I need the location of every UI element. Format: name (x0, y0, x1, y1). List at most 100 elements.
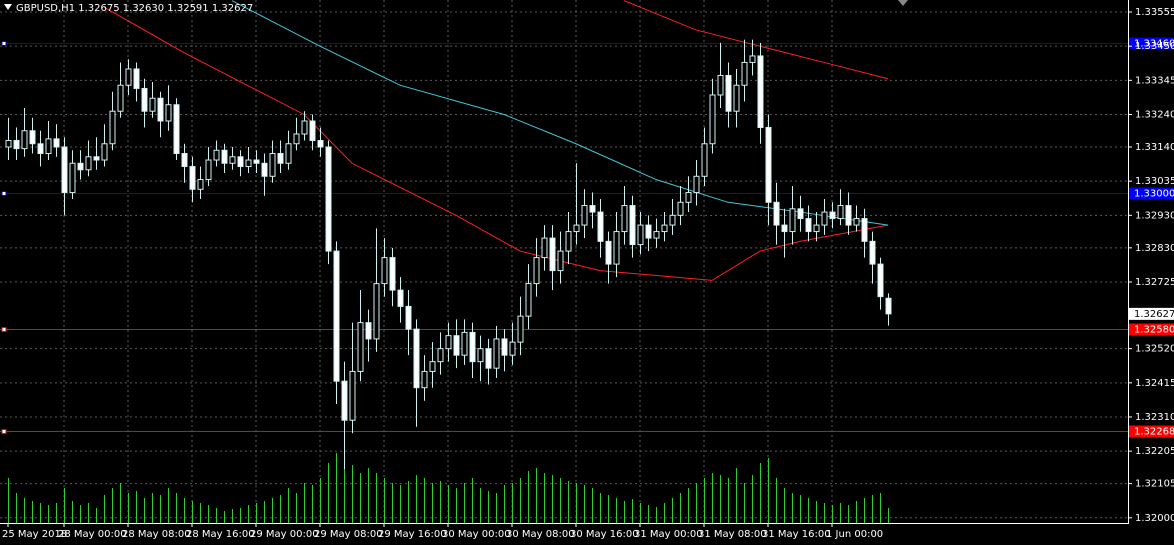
candle-body (541, 237, 548, 259)
candle-body (253, 159, 260, 164)
x-tick-label: 30 May 00:00 (442, 529, 511, 540)
candle-body (325, 146, 332, 252)
candle-body (501, 338, 508, 356)
y-tick-label: 1.33240 (1135, 109, 1174, 120)
level-marker (1, 327, 7, 332)
level-label: 1.33460 (1134, 39, 1174, 50)
candle-body (661, 224, 668, 233)
x-tick-label: 31 May 08:00 (698, 529, 767, 540)
level-label-box (1129, 323, 1174, 336)
candle-body (221, 149, 228, 164)
y-tick-label: 1.33555 (1135, 7, 1174, 18)
candle-body (301, 120, 308, 135)
candle-body (485, 348, 492, 369)
y-tick-label: 1.33450 (1135, 41, 1174, 52)
x-tick-label: 25 May 2018 (2, 529, 67, 540)
level-marker (1, 191, 7, 196)
candle-body (845, 205, 852, 226)
candle-body (341, 380, 348, 421)
menu-arrow[interactable] (4, 4, 12, 10)
candle-body (373, 283, 380, 340)
x-tick-label: 28 May 16:00 (186, 529, 255, 540)
candle-body (853, 218, 860, 226)
candle-body (765, 126, 772, 203)
candle-body (813, 224, 820, 233)
candle-body (333, 250, 340, 382)
candle-body (429, 361, 436, 372)
candle-body (189, 166, 196, 190)
candle-body (421, 370, 428, 389)
x-tick-label: 30 May 16:00 (570, 529, 639, 540)
candle-body (309, 120, 316, 142)
candle-body (461, 331, 468, 356)
candle-body (165, 104, 172, 122)
candle-body (405, 305, 412, 330)
candle-body (885, 297, 892, 315)
y-tick-label: 1.32930 (1135, 210, 1174, 221)
candle-body (389, 257, 396, 291)
candle-body (141, 87, 148, 112)
candle-body (789, 208, 796, 233)
candle-body (133, 68, 140, 89)
x-tick-label: 29 May 16:00 (378, 529, 447, 540)
candle-body (469, 331, 476, 363)
candle-body (653, 231, 660, 239)
x-tick-label: 28 May 08:00 (122, 529, 191, 540)
x-tick-label: 31 May 00:00 (634, 529, 703, 540)
x-tick-label: 29 May 00:00 (250, 529, 319, 540)
candle-body (685, 192, 692, 203)
levels: 1.33460 1.33000 1.32580 1.32268 1.32627 (0, 37, 1174, 438)
candle-body (637, 224, 644, 246)
candle-body (581, 205, 588, 226)
x-tick-label: 1 Jun 00:00 (826, 529, 883, 540)
candle-body (77, 162, 84, 171)
candle-body (261, 162, 268, 177)
candle-body (597, 211, 604, 242)
candle-body (173, 104, 180, 155)
y-tick-label: 1.32105 (1135, 479, 1174, 490)
candle-body (37, 143, 44, 155)
candle-body (533, 257, 540, 285)
candle-body (397, 289, 404, 307)
candle-body (725, 74, 732, 112)
y-tick-label: 1.32830 (1135, 243, 1174, 254)
candle-body (781, 224, 788, 233)
candle-body (453, 335, 460, 356)
candle-body (293, 133, 300, 145)
candle-body (61, 146, 68, 194)
candle-body (773, 201, 780, 226)
candle-body (85, 156, 92, 171)
candle-body (445, 335, 452, 350)
candle-body (269, 153, 276, 177)
candle-body (717, 74, 724, 96)
candle-body (5, 140, 12, 148)
candle-body (877, 263, 884, 298)
level-label-box (1129, 425, 1174, 438)
candle-body (757, 55, 764, 128)
candle-body (237, 156, 244, 168)
level-label: 1.32268 (1134, 427, 1174, 438)
candle-body (837, 205, 844, 220)
candle-body (413, 328, 420, 389)
candle-body (317, 140, 324, 148)
candle-body (733, 84, 740, 112)
candle-body (693, 175, 700, 194)
candle-body (669, 214, 676, 226)
candle-body (565, 231, 572, 252)
candle-body (829, 211, 836, 220)
volume (8, 453, 889, 523)
candle-body (381, 257, 388, 285)
level-marker (1, 41, 7, 46)
y-tick-label: 1.32205 (1135, 446, 1174, 457)
price-label-box (1129, 307, 1174, 320)
grid (0, 0, 1128, 523)
x-tick-label: 31 May 16:00 (762, 529, 831, 540)
x-tick-label: 30 May 08:00 (506, 529, 575, 540)
candle-body (69, 162, 76, 194)
candle-body (605, 240, 612, 265)
level-label: 1.33000 (1134, 189, 1174, 200)
level-label-box (1129, 187, 1174, 200)
candle-body (181, 153, 188, 168)
